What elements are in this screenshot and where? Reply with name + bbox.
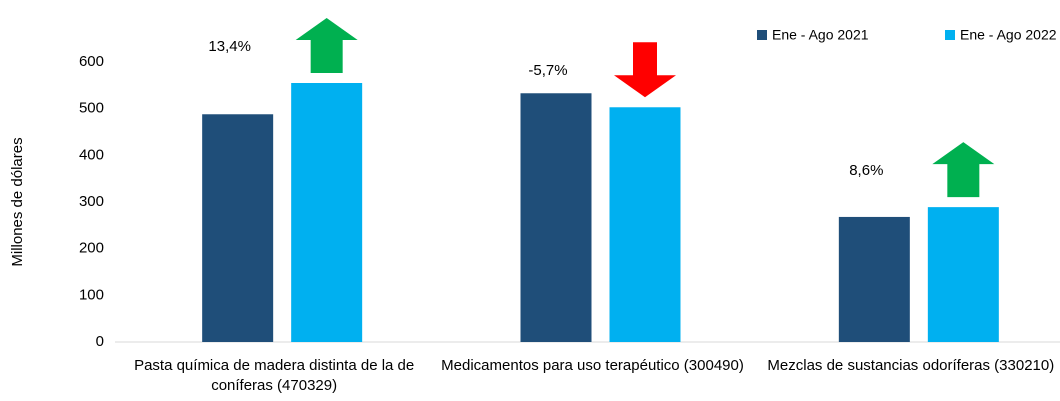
bar — [291, 83, 363, 342]
y-tick-label: 300 — [79, 193, 104, 210]
legend-swatch — [945, 30, 955, 40]
y-tick-label: 0 — [96, 333, 104, 350]
x-tick-label: Medicamentos para uso terapéutico (30049… — [441, 357, 744, 374]
x-tick-label: Pasta química de madera distinta de la d… — [134, 357, 415, 394]
bar — [838, 216, 910, 342]
bar — [520, 93, 592, 343]
legend-label: Ene - Ago 2022 — [960, 27, 1057, 43]
y-tick-label: 500 — [79, 100, 104, 117]
y-tick-label: 200 — [79, 240, 104, 257]
y-tick-label: 600 — [79, 53, 104, 70]
y-tick-label: 100 — [79, 286, 104, 303]
change-arrow — [295, 18, 358, 73]
annotation: 13,4% — [208, 38, 251, 55]
legend-swatch — [757, 30, 767, 40]
change-arrow — [614, 42, 676, 98]
bar — [202, 114, 274, 343]
y-tick-label: 400 — [79, 146, 104, 163]
annotation: -5,7% — [528, 62, 567, 79]
change-arrow — [932, 142, 995, 198]
bar — [927, 207, 999, 342]
y-axis-label: Millones de dólares — [9, 137, 26, 266]
annotation: 8,6% — [849, 162, 883, 179]
x-tick-label: Mezclas de sustancias odoríferas (330210… — [767, 357, 1055, 374]
bar — [609, 107, 681, 343]
legend-label: Ene - Ago 2021 — [772, 27, 869, 43]
